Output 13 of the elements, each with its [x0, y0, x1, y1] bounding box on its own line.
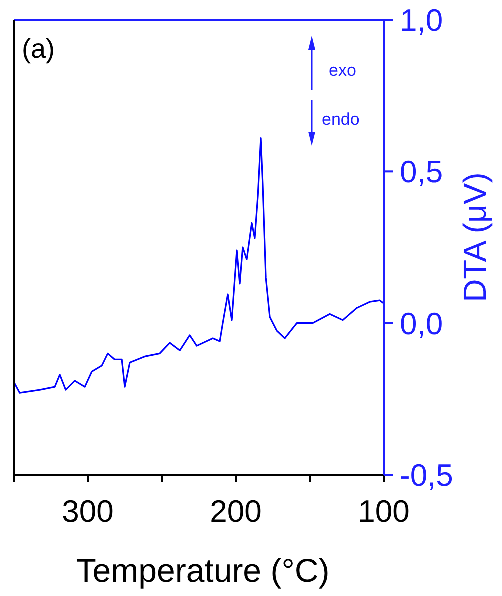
annotation: exo	[329, 61, 356, 80]
y-tick-label: 0,0	[400, 306, 444, 342]
x-axis-title: Temperature (°C)	[76, 552, 330, 589]
y-tick-label: 0,5	[400, 154, 444, 190]
annotation: (a)	[22, 34, 55, 64]
annotation: endo	[322, 110, 360, 129]
x-tick-label: 300	[62, 494, 114, 529]
y-tick-label: 1,0	[400, 3, 444, 38]
y-tick-label: -0,5	[400, 458, 454, 493]
x-tick-label: 100	[358, 494, 410, 529]
y-axis-title: DTA (μV)	[457, 172, 493, 302]
x-tick-label: 200	[210, 494, 262, 529]
line-series	[14, 138, 385, 394]
